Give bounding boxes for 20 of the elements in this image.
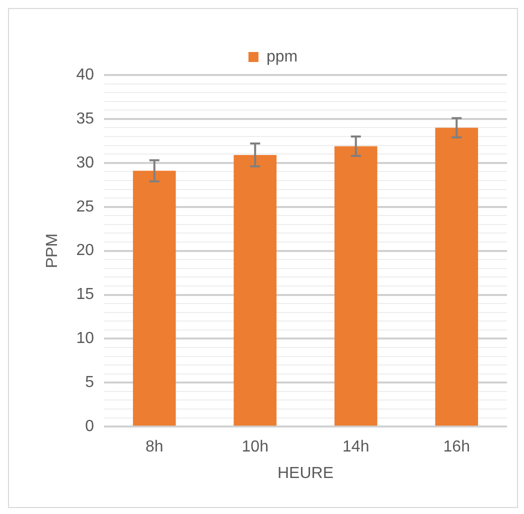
y-axis-title: PPM bbox=[44, 233, 62, 268]
x-tick-label: 10h bbox=[242, 438, 268, 456]
bar bbox=[234, 154, 277, 426]
y-tick-label: 5 bbox=[85, 374, 94, 392]
x-tick-label: 8h bbox=[145, 438, 164, 456]
y-tick-label: 25 bbox=[76, 198, 94, 216]
bar bbox=[132, 170, 176, 426]
y-tick-label: 20 bbox=[76, 242, 94, 260]
y-tick-label: 30 bbox=[76, 154, 94, 172]
x-axis-title: HEURE bbox=[277, 464, 334, 482]
y-tick-label: 15 bbox=[76, 286, 94, 304]
x-tick-label: 14h bbox=[342, 438, 370, 456]
x-tick-label: 16h bbox=[443, 438, 470, 456]
bar bbox=[334, 146, 378, 426]
bar bbox=[435, 128, 478, 426]
y-tick-label: 40 bbox=[76, 66, 94, 84]
y-tick-label: 10 bbox=[76, 330, 94, 348]
legend-label: ppm bbox=[266, 48, 298, 66]
y-tick-label: 35 bbox=[76, 110, 94, 128]
y-tick-label: 0 bbox=[85, 418, 94, 436]
